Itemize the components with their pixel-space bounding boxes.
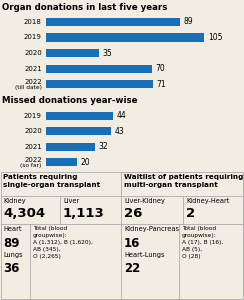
Bar: [46, 33, 204, 41]
Bar: [46, 18, 180, 26]
Text: Kidney-Heart: Kidney-Heart: [186, 198, 229, 204]
Text: 32: 32: [98, 142, 108, 151]
Text: 105: 105: [208, 33, 223, 42]
Bar: [46, 158, 77, 166]
Text: 26: 26: [124, 207, 142, 220]
Text: Organ donations in last five years: Organ donations in last five years: [2, 3, 168, 12]
Text: 2021: 2021: [24, 66, 42, 72]
Text: Heart-Lungs: Heart-Lungs: [124, 252, 164, 258]
Text: 71: 71: [157, 80, 166, 89]
Bar: [46, 80, 153, 88]
Text: 43: 43: [115, 127, 124, 136]
Text: Kidney-Pancreas: Kidney-Pancreas: [124, 226, 179, 232]
Text: Total (blood
groupwise):
A (1,312), B (1,620),
AB (345),
O (2,265): Total (blood groupwise): A (1,312), B (1…: [33, 226, 93, 259]
Text: Liver: Liver: [63, 198, 79, 204]
FancyBboxPatch shape: [1, 172, 243, 299]
Text: 2021: 2021: [24, 144, 42, 150]
Text: 4,304: 4,304: [3, 207, 45, 220]
Bar: [46, 112, 113, 120]
Text: 35: 35: [103, 49, 112, 58]
Text: 2020: 2020: [24, 50, 42, 56]
Text: 70: 70: [155, 64, 165, 73]
Text: 1,113: 1,113: [63, 207, 105, 220]
Text: 16: 16: [124, 236, 140, 250]
Text: (so far): (so far): [20, 163, 42, 168]
Text: Heart: Heart: [3, 226, 21, 232]
Text: 20: 20: [80, 158, 90, 167]
Text: 89: 89: [3, 236, 20, 250]
Text: Patients requiring
single-organ transplant: Patients requiring single-organ transpla…: [3, 174, 100, 188]
Bar: [46, 49, 99, 57]
Bar: [46, 143, 95, 151]
Text: 89: 89: [184, 17, 193, 26]
Text: 2020: 2020: [24, 128, 42, 134]
Bar: [46, 127, 111, 135]
Text: Lungs: Lungs: [3, 252, 23, 258]
Text: Missed donations year-wise: Missed donations year-wise: [2, 96, 138, 105]
Text: Kidney: Kidney: [3, 198, 26, 204]
Text: Total (blood
groupwise):
A (17), B (16),
AB (5),
O (28): Total (blood groupwise): A (17), B (16),…: [182, 226, 223, 259]
Text: 2019: 2019: [24, 34, 42, 40]
Text: 44: 44: [116, 111, 126, 120]
Text: 2019: 2019: [24, 112, 42, 118]
Text: Liver-Kidney: Liver-Kidney: [124, 198, 165, 204]
Text: 2: 2: [186, 207, 195, 220]
Text: (till date): (till date): [15, 85, 42, 90]
Bar: [46, 65, 152, 73]
Text: 2018: 2018: [24, 19, 42, 25]
Text: 2022: 2022: [24, 79, 42, 85]
Text: 2022: 2022: [24, 157, 42, 163]
Text: 36: 36: [3, 262, 19, 275]
Text: 22: 22: [124, 262, 140, 275]
Text: Waitlist of patients requiring
multi-organ transplant: Waitlist of patients requiring multi-org…: [124, 174, 243, 188]
